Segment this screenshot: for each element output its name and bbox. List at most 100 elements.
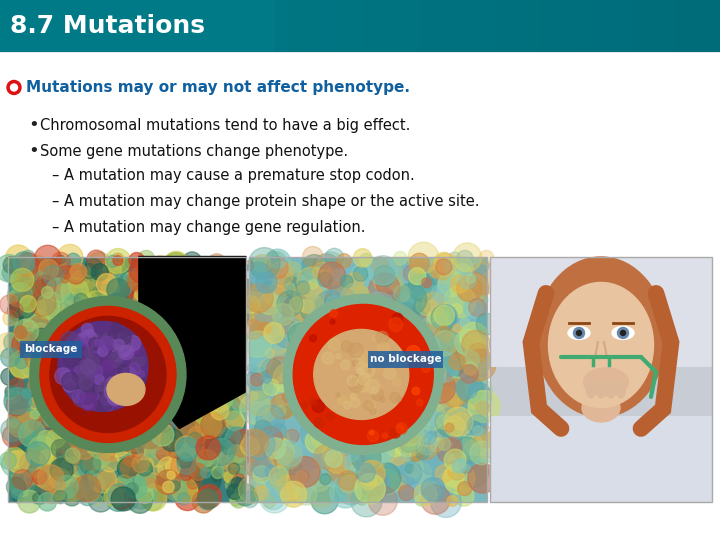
Circle shape bbox=[0, 333, 22, 358]
Circle shape bbox=[239, 263, 248, 272]
Circle shape bbox=[348, 467, 374, 492]
Circle shape bbox=[90, 380, 115, 405]
Circle shape bbox=[364, 332, 384, 353]
Circle shape bbox=[394, 416, 423, 446]
Circle shape bbox=[46, 278, 71, 302]
Circle shape bbox=[132, 446, 143, 458]
Circle shape bbox=[50, 316, 166, 433]
Circle shape bbox=[437, 266, 449, 276]
Circle shape bbox=[51, 440, 70, 458]
Circle shape bbox=[197, 354, 214, 371]
Circle shape bbox=[251, 373, 263, 386]
Circle shape bbox=[60, 400, 68, 408]
Circle shape bbox=[47, 337, 72, 362]
Circle shape bbox=[366, 375, 387, 395]
Circle shape bbox=[91, 359, 113, 380]
Circle shape bbox=[405, 308, 428, 332]
Circle shape bbox=[404, 458, 423, 477]
Circle shape bbox=[234, 394, 247, 408]
Circle shape bbox=[139, 268, 150, 278]
Circle shape bbox=[438, 271, 464, 296]
Circle shape bbox=[431, 487, 462, 517]
Circle shape bbox=[361, 474, 377, 490]
Circle shape bbox=[438, 352, 465, 378]
Circle shape bbox=[276, 390, 301, 415]
Circle shape bbox=[441, 325, 450, 334]
Ellipse shape bbox=[314, 329, 409, 420]
Circle shape bbox=[79, 298, 90, 308]
Circle shape bbox=[31, 328, 53, 350]
Circle shape bbox=[170, 264, 197, 291]
Circle shape bbox=[198, 379, 209, 390]
Circle shape bbox=[81, 323, 93, 335]
Circle shape bbox=[173, 362, 194, 384]
FancyBboxPatch shape bbox=[490, 256, 712, 367]
Circle shape bbox=[51, 345, 66, 360]
Circle shape bbox=[97, 325, 109, 336]
Circle shape bbox=[207, 438, 235, 465]
Circle shape bbox=[314, 293, 335, 314]
Circle shape bbox=[299, 383, 315, 400]
Circle shape bbox=[10, 377, 24, 391]
Circle shape bbox=[441, 379, 469, 407]
Circle shape bbox=[338, 471, 357, 490]
Circle shape bbox=[326, 413, 334, 421]
Circle shape bbox=[179, 444, 195, 460]
Circle shape bbox=[464, 299, 482, 318]
Circle shape bbox=[351, 394, 356, 400]
Circle shape bbox=[367, 430, 379, 442]
Circle shape bbox=[416, 295, 437, 315]
Circle shape bbox=[76, 371, 94, 389]
Circle shape bbox=[98, 346, 108, 356]
Circle shape bbox=[107, 402, 127, 422]
Circle shape bbox=[119, 387, 147, 415]
Circle shape bbox=[94, 392, 114, 411]
Circle shape bbox=[472, 432, 499, 458]
Circle shape bbox=[364, 401, 374, 410]
Circle shape bbox=[177, 448, 195, 465]
Circle shape bbox=[480, 296, 488, 305]
Circle shape bbox=[246, 447, 260, 462]
Circle shape bbox=[63, 380, 76, 392]
Circle shape bbox=[317, 352, 327, 361]
FancyBboxPatch shape bbox=[363, 0, 378, 52]
Circle shape bbox=[283, 323, 294, 334]
Circle shape bbox=[265, 252, 284, 271]
Polygon shape bbox=[139, 256, 246, 429]
Circle shape bbox=[87, 387, 104, 404]
Circle shape bbox=[149, 323, 161, 334]
Circle shape bbox=[456, 377, 478, 399]
Circle shape bbox=[204, 289, 220, 305]
Circle shape bbox=[205, 383, 225, 403]
Circle shape bbox=[142, 489, 163, 511]
Circle shape bbox=[310, 398, 316, 404]
Circle shape bbox=[49, 377, 70, 398]
Circle shape bbox=[71, 361, 87, 377]
Circle shape bbox=[139, 486, 157, 504]
Circle shape bbox=[63, 488, 81, 506]
Circle shape bbox=[59, 422, 79, 442]
Circle shape bbox=[10, 356, 33, 379]
Circle shape bbox=[171, 454, 197, 481]
Circle shape bbox=[271, 394, 296, 419]
Circle shape bbox=[134, 457, 148, 471]
Circle shape bbox=[21, 281, 35, 294]
Circle shape bbox=[148, 372, 157, 381]
Circle shape bbox=[165, 303, 174, 313]
FancyBboxPatch shape bbox=[289, 0, 303, 52]
Circle shape bbox=[48, 330, 76, 357]
Circle shape bbox=[76, 362, 86, 372]
Circle shape bbox=[238, 476, 266, 504]
Circle shape bbox=[78, 382, 92, 396]
Circle shape bbox=[183, 455, 193, 465]
Circle shape bbox=[193, 425, 203, 435]
Circle shape bbox=[222, 450, 245, 472]
Circle shape bbox=[78, 330, 97, 349]
Circle shape bbox=[112, 293, 127, 308]
Circle shape bbox=[374, 266, 395, 286]
Circle shape bbox=[418, 446, 448, 475]
Circle shape bbox=[226, 257, 242, 273]
Circle shape bbox=[312, 280, 323, 292]
Circle shape bbox=[207, 347, 225, 364]
Circle shape bbox=[200, 399, 211, 410]
